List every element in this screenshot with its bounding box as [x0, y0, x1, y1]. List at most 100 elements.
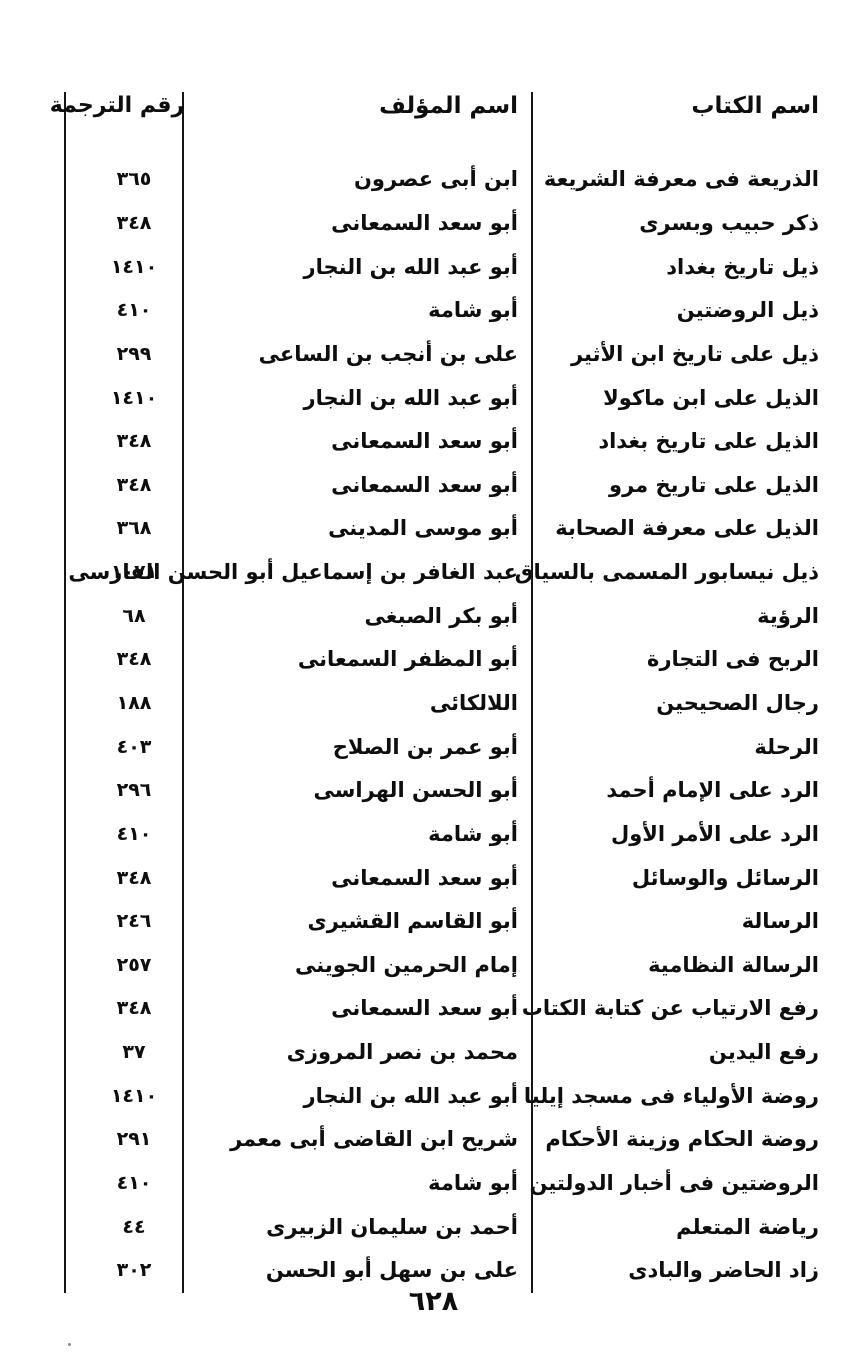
table-row: رفع اليدين محمد بن نصر المروزى ٣٧ — [64, 1030, 867, 1075]
entry-number-cell: ٣٤٨ — [64, 201, 182, 246]
book-title-cell: الرحلة — [754, 734, 819, 759]
author-name-cell: أبو سعد السمعانى — [182, 201, 533, 246]
table-row: الروضتين فى أخبار الدولتين أبو شامة ٤١٠ — [64, 1161, 867, 1206]
author-name-cell: أحمد بن سليمان الزبيرى — [182, 1205, 533, 1250]
table-row: الرسائل والوسائل أبو سعد السمعانى ٣٤٨ — [64, 856, 867, 900]
author-name-cell: ابن أبى عصرون — [182, 158, 533, 202]
entry-number-cell: ١٠٧١ — [64, 550, 182, 595]
author-name-cell: عبد الغافر بن إسماعيل أبو الحسن الفارسى — [68, 550, 533, 595]
entry-number-cell: ٣٤٨ — [64, 419, 182, 464]
entry-number-cell: ٤١٠ — [64, 1161, 182, 1206]
entry-number-cell: ٣٧ — [64, 1030, 182, 1075]
table-row: الرحلة أبو عمر بن الصلاح ٤٠٣ — [64, 725, 867, 769]
entry-number-cell: ١٤١٠ — [64, 245, 182, 289]
book-title-cell: الرد على الأمر الأول — [610, 821, 819, 846]
author-name-cell: أبو سعد السمعانى — [182, 856, 533, 900]
book-title-cell: ذكر حبيب وبسرى — [639, 210, 819, 235]
book-title-cell: الربح فى التجارة — [647, 647, 819, 672]
author-name-cell: أبو عبد الله بن النجار — [182, 245, 533, 289]
author-name-cell: أبو عبد الله بن النجار — [182, 1074, 533, 1119]
entry-number-cell: ٣٤٨ — [64, 463, 182, 508]
author-name-cell: على بن سهل أبو الحسن — [182, 1249, 533, 1293]
author-name-cell: أبو سعد السمعانى — [182, 463, 533, 508]
book-title-cell: الرد على الإمام أحمد — [606, 778, 819, 803]
author-name-cell: أبو المظفر السمعانى — [182, 638, 533, 682]
entry-number-cell: ٤١٠ — [64, 812, 182, 857]
entry-number-cell: ٣٦٨ — [64, 507, 182, 551]
table-row: الذيل على ابن ماكولا أبو عبد الله بن النج… — [64, 376, 867, 420]
table-row: الذيل على تاريخ بغداد أبو سعد السمعانى ٣٤٨ — [64, 419, 867, 464]
entry-number-cell: ٢٩١ — [64, 1118, 182, 1162]
book-title-cell: الذيل على ابن ماكولا — [603, 385, 819, 410]
book-title-cell: الذيل على تاريخ بغداد — [598, 429, 819, 454]
entry-number-cell: ٢٩٩ — [64, 332, 182, 377]
entry-number-cell: ٣٤٨ — [64, 987, 182, 1031]
book-index-table: اسم الكتاب اسم المؤلف رقم الترجمة الذريع… — [50, 92, 867, 1293]
book-title-cell: الرؤية — [757, 603, 819, 628]
entry-number-cell: ٣٤٨ — [64, 638, 182, 682]
book-title-cell: رجال الصحيحين — [656, 691, 819, 715]
entry-number-cell: ١٨٨ — [64, 681, 182, 726]
entry-number-cell: ٣٦٥ — [64, 158, 182, 202]
author-name-cell: اللالكائى — [182, 681, 533, 726]
author-name-cell: أبو القاسم القشيرى — [182, 899, 533, 944]
table-row: الرد على الأمر الأول أبو شامة ٤١٠ — [64, 812, 867, 857]
table-row: الرد على الإمام أحمد أبو الحسن الهراسى ٢٩٦ — [64, 768, 867, 813]
author-name-cell: أبو عمر بن الصلاح — [182, 725, 533, 769]
book-title-cell: الرسالة النظامية — [648, 952, 819, 977]
table-row: الربح فى التجارة أبو المظفر السمعانى ٣٤٨ — [64, 638, 867, 682]
column-header-entry-number: رقم الترجمة — [50, 92, 184, 158]
author-name-cell: أبو سعد السمعانى — [182, 419, 533, 464]
author-name-cell: أبو عبد الله بن النجار — [182, 376, 533, 420]
table-row: ذكر حبيب وبسرى أبو سعد السمعانى ٣٤٨ — [64, 201, 867, 246]
table-row: الذيل على معرفة الصحابة أبو موسى المدينى ٣… — [64, 507, 867, 551]
table-row: روضة الأولياء فى مسجد إيليا أبو عبد الله … — [64, 1074, 867, 1119]
book-title-cell: الروضتين فى أخبار الدولتين — [529, 1171, 819, 1196]
author-name-cell: على بن أنجب بن الساعى — [182, 332, 533, 377]
book-title-cell: زاد الحاضر والبادى — [628, 1258, 819, 1283]
author-name-cell: أبو شامة — [182, 812, 533, 857]
entry-number-cell: ١٤١٠ — [64, 376, 182, 420]
book-title-cell: ذيل نيسابور المسمى بالسياق — [514, 560, 819, 585]
author-name-cell: أبو شامة — [182, 288, 533, 333]
table-row: الرسالة النظامية إمام الحرمين الجوينى ٢٥٧ — [64, 943, 867, 988]
author-name-cell: أبو موسى المدينى — [182, 507, 533, 551]
author-name-cell: شريح ابن القاضى أبى معمر — [182, 1118, 533, 1162]
book-title-cell: ذيل تاريخ بغداد — [666, 254, 819, 279]
book-title-cell: ذيل على تاريخ ابن الأثير — [570, 341, 819, 366]
author-name-cell: محمد بن نصر المروزى — [182, 1030, 533, 1075]
table-row: زاد الحاضر والبادى على بن سهل أبو الحسن ٣٠… — [64, 1249, 867, 1293]
book-title-cell: الرسالة — [741, 909, 819, 934]
entry-number-cell: ٤١٠ — [64, 288, 182, 333]
book-title-cell: رفع الارتياب عن كتابة الكتاب — [521, 996, 819, 1021]
table-body: الذريعة فى معرفة الشريعة ابن أبى عصرون ٣٦٥… — [64, 158, 867, 1293]
entry-number-cell: ٤٠٣ — [64, 725, 182, 769]
table-row: الرسالة أبو القاسم القشيرى ٢٤٦ — [64, 899, 867, 944]
author-name-cell: أبو شامة — [182, 1161, 533, 1206]
table-row: رياضة المتعلم أحمد بن سليمان الزبيرى ٤٤ — [64, 1205, 867, 1250]
scan-speck — [68, 1343, 71, 1346]
column-header-book-name: اسم الكتاب — [691, 93, 819, 119]
author-name-cell: إمام الحرمين الجوينى — [182, 943, 533, 988]
author-name-cell: أبو سعد السمعانى — [182, 987, 533, 1031]
table-row: رفع الارتياب عن كتابة الكتاب أبو سعد السم… — [64, 987, 867, 1031]
table-row: ذيل نيسابور المسمى بالسياق عبد الغافر بن … — [64, 550, 867, 595]
entry-number-cell: ٦٨ — [64, 594, 182, 639]
book-title-cell: روضة الأولياء فى مسجد إيليا — [523, 1083, 819, 1108]
table-header-row: اسم الكتاب اسم المؤلف رقم الترجمة — [50, 92, 867, 158]
book-title-cell: الذريعة فى معرفة الشريعة — [543, 167, 819, 192]
table-row: الرؤية أبو بكر الصبغى ٦٨ — [64, 594, 867, 639]
book-title-cell: الذيل على تاريخ مرو — [609, 472, 819, 497]
entry-number-cell: ٤٤ — [64, 1205, 182, 1250]
book-title-cell: روضة الحكام وزينة الأحكام — [545, 1127, 819, 1152]
entry-number-cell: ٣٤٨ — [64, 856, 182, 900]
table-row: رجال الصحيحين اللالكائى ١٨٨ — [64, 681, 867, 726]
book-title-cell: الذيل على معرفة الصحابة — [555, 516, 819, 541]
table-row: ذيل الروضتين أبو شامة ٤١٠ — [64, 288, 867, 333]
page-number: ٦٢٨ — [408, 1286, 459, 1317]
table-row: روضة الحكام وزينة الأحكام شريح ابن القاضى… — [64, 1118, 867, 1162]
book-title-cell: رياضة المتعلم — [676, 1214, 819, 1239]
entry-number-cell: ٢٥٧ — [64, 943, 182, 988]
book-title-cell: الرسائل والوسائل — [631, 865, 819, 890]
author-name-cell: أبو الحسن الهراسى — [182, 768, 533, 813]
